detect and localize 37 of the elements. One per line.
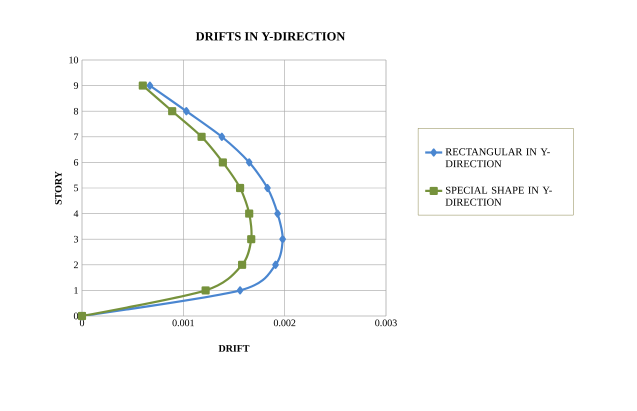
point — [246, 158, 253, 166]
point — [272, 260, 279, 269]
x-tick-label: 0.003 — [375, 320, 397, 326]
point — [218, 158, 227, 166]
point — [274, 210, 281, 218]
y-tick-label: 10 — [69, 56, 78, 64]
legend-label: SPECIAL SHAPE IN Y-DIRECTION — [446, 186, 552, 206]
y-tick-label: 1 — [74, 287, 78, 294]
y-tick-label: 7 — [74, 134, 78, 140]
x-tick-label: 0.002 — [274, 320, 296, 326]
y-tick-label: 5 — [74, 184, 78, 192]
x-axis-title: DRIFT — [218, 345, 250, 352]
chart-title: DRIFTS IN Y-DIRECTION — [196, 32, 346, 40]
point — [247, 235, 256, 244]
point — [197, 132, 206, 141]
y-tick-label: 3 — [74, 236, 78, 243]
y-tick-label: 0 — [74, 312, 78, 320]
point — [279, 235, 286, 244]
point — [146, 82, 154, 90]
point — [218, 132, 226, 141]
legend-label: RECTANGULAR IN Y-DIRECTION — [446, 148, 550, 168]
point — [138, 82, 147, 90]
y-tick-label: 9 — [74, 82, 78, 89]
point — [238, 260, 246, 269]
point — [264, 184, 271, 192]
point — [236, 184, 244, 192]
point — [236, 286, 244, 294]
y-axis-title: STORY — [54, 171, 62, 204]
x-tick-label: 0.001 — [172, 320, 194, 326]
point — [202, 286, 210, 294]
point — [245, 210, 254, 218]
y-tick-label: 8 — [74, 108, 78, 115]
point — [183, 107, 190, 116]
y-tick-label: 2 — [74, 262, 78, 268]
point — [168, 107, 176, 116]
y-tick-label: 4 — [74, 210, 78, 217]
y-tick-label: 6 — [74, 159, 78, 166]
